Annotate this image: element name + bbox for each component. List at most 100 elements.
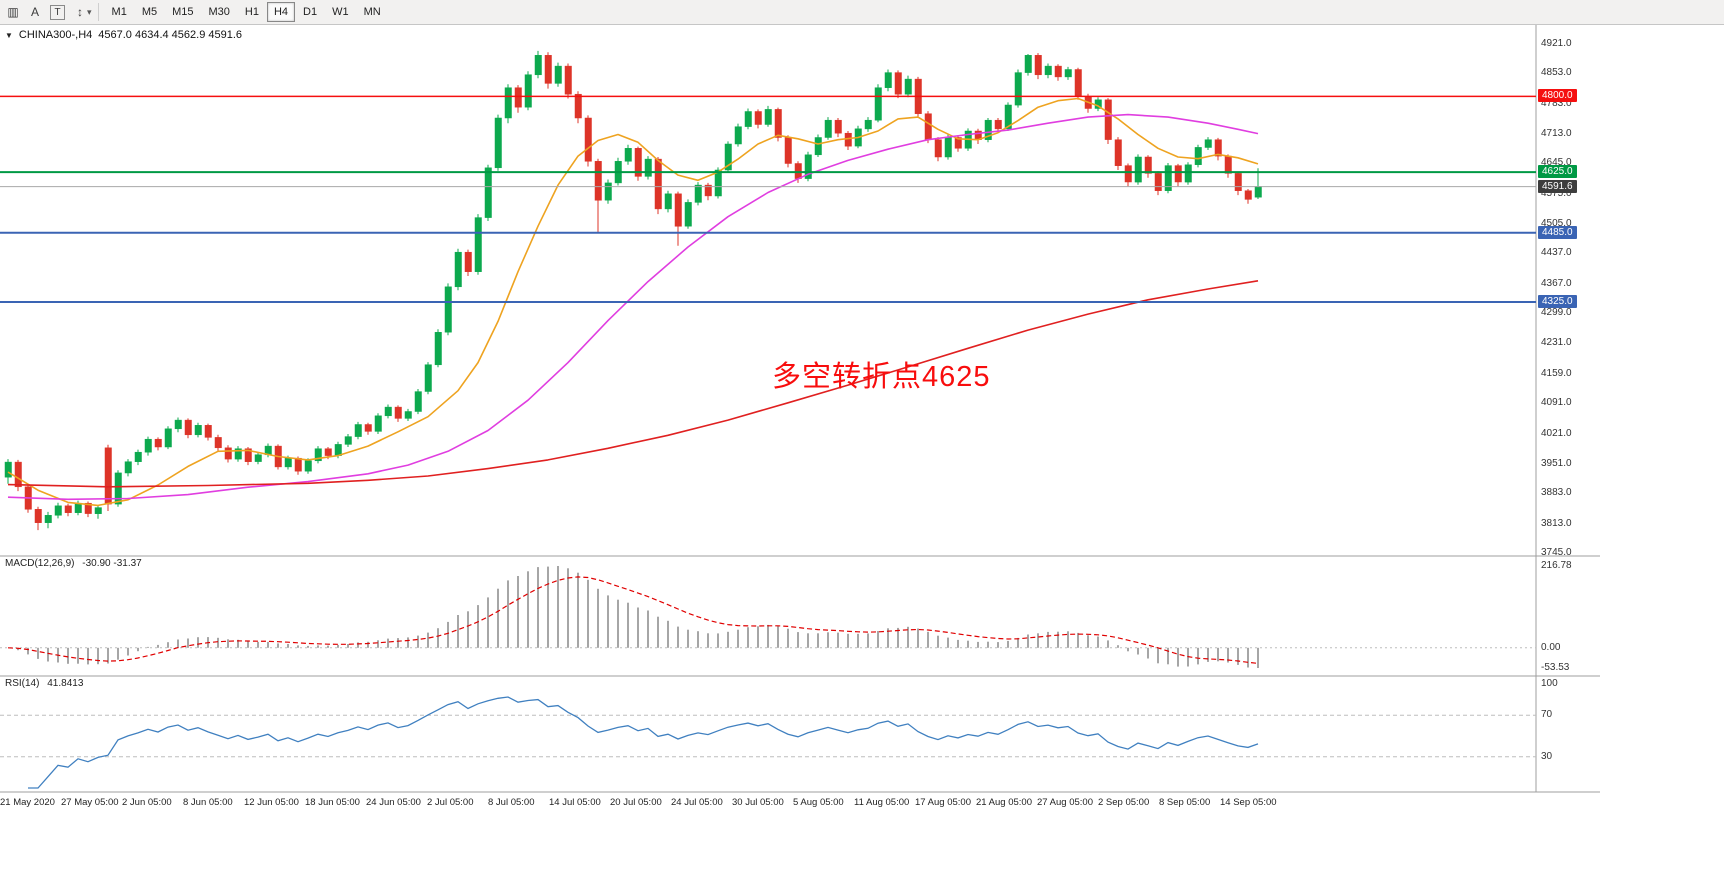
time-axis-label: 8 Jun 05:00 [183,797,233,808]
candle [514,85,522,113]
macd-histogram [17,566,1259,668]
candle [694,182,702,206]
timeframe-button-mn[interactable]: MN [363,6,381,18]
candle [1074,67,1082,100]
time-axis-label: 8 Jul 05:00 [488,797,535,808]
candle [64,503,72,517]
candle [834,118,842,138]
time-axis-label: 11 Aug 05:00 [854,797,910,808]
candle [584,115,592,167]
candle [1234,171,1242,196]
time-axis-label: 20 Jul 05:00 [610,797,662,808]
candle [164,426,172,450]
text-label-tool-icon[interactable]: T [50,4,65,20]
candle [1064,66,1072,80]
candle [994,118,1002,133]
timeframe-button-d1[interactable]: D1 [303,6,318,18]
candle [754,109,762,129]
macd-tick-label: 216.78 [1541,560,1572,571]
chart-window[interactable]: ▼ CHINA300-,H4 4567.0 4634.4 4562.9 4591… [0,25,1724,893]
chart-window-icon[interactable]: ▥ [7,5,19,19]
tool-dropdown-caret-icon[interactable]: ▾ [87,6,92,17]
candle [1134,154,1142,185]
candle [44,511,52,529]
candle [354,421,362,440]
ma-fast-line [7,97,1259,507]
candle [214,434,222,452]
toolbar-icons: ▥ A T ↕ [3,2,90,22]
candle [594,158,602,233]
candle [764,105,772,127]
macd-name: MACD(12,26,9) [5,558,75,569]
cycle-symbols-icon[interactable]: ↕ [77,5,83,19]
candles-layer[interactable] [4,50,1262,531]
candle [1014,69,1022,108]
candle [1144,155,1152,178]
candle [204,423,212,441]
candle [944,134,952,160]
candle [554,62,562,87]
price-tick-label: 3813.0 [1541,518,1572,529]
candle [924,111,932,144]
candle [34,506,42,531]
timeframe-button-h4[interactable]: H4 [266,2,296,22]
candle [664,190,672,213]
timeframe-button-m1[interactable]: M1 [111,6,127,18]
timeframe-button-h1[interactable]: H1 [244,6,259,18]
candle [634,146,642,181]
price-tick-label: 3883.0 [1541,487,1572,498]
candle [534,50,542,79]
price-tick-label: 4021.0 [1541,428,1572,439]
candle [724,141,732,173]
macd-tick-label: -53.53 [1541,662,1570,673]
candle [394,405,402,422]
rsi-indicator-label: RSI(14) 41.8413 [5,678,88,689]
candle [94,505,102,519]
cursor-tool-icon[interactable]: A [30,5,39,19]
time-axis-label: 2 Sep 05:00 [1098,797,1150,808]
rsi-value: 41.8413 [47,678,84,689]
timeframe-button-m30[interactable]: M30 [208,6,230,18]
timeframe-button-m15[interactable]: M15 [172,6,194,18]
chart-plot-area[interactable] [0,25,1600,815]
price-tick-label: 4091.0 [1541,397,1572,408]
candle [174,417,182,433]
price-level-label-4625.0: 4625.0 [1538,165,1577,178]
price-level-label-4591.6: 4591.6 [1538,180,1577,193]
candle [1094,97,1102,112]
candle [344,434,352,447]
candle [144,436,152,456]
candle [524,71,532,111]
price-tick-label: 4853.0 [1541,67,1572,78]
candle [734,123,742,147]
chart-title: ▼ CHINA300-,H4 4567.0 4634.4 4562.9 4591… [5,29,242,41]
candle [114,470,122,507]
time-axis-label: 2 Jun 05:00 [122,797,172,808]
symbol-period-label: CHINA300-,H4 [18,29,93,41]
candle [504,84,512,124]
timeframe-buttons: M1 M5 M15 M30 H1 H4 D1 W1 MN [105,2,388,22]
chart-collapse-icon[interactable]: ▼ [5,30,13,40]
time-axis-label: 21 May 2020 [0,797,55,808]
rsi-tick-label: 70 [1541,709,1553,720]
candle [884,69,892,92]
time-axis-label: 21 Aug 05:00 [976,797,1032,808]
price-tick-label: 4437.0 [1541,247,1572,258]
candle [484,164,492,221]
candle [1224,154,1232,178]
candle [234,446,242,462]
chart-annotation-text[interactable]: 多空转折点4625 [772,361,991,393]
candle [134,449,142,466]
candle [544,52,552,89]
time-axis[interactable]: 21 May 2020 27 May 05:00 2 Jun 05:00 8 Jun … [0,794,1536,812]
candle [984,118,992,143]
timeframe-button-m5[interactable]: M5 [141,6,158,18]
candle [1164,163,1172,194]
price-axis[interactable]: 4921.0 4853.0 4783.0 4713.0 4645.0 4575.0 4505… [1537,25,1607,815]
candle [1054,64,1062,81]
candle [894,70,902,99]
timeframe-button-w1[interactable]: W1 [332,6,349,18]
candle [1104,98,1112,144]
macd-tick-label: 0.00 [1541,642,1561,653]
